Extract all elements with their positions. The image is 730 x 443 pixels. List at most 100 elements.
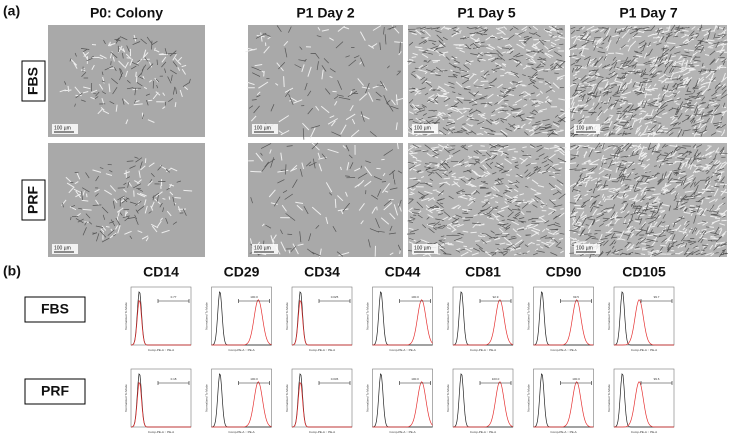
row-label: FBS xyxy=(25,67,41,95)
marker-header: CD44 xyxy=(385,264,421,280)
x-axis-label: Comp-PE-A :: PE-A xyxy=(228,430,254,434)
scale-bar-box xyxy=(574,244,600,254)
scale-bar-label: 100 µm xyxy=(414,125,431,131)
y-axis-label: Normalized To Mode xyxy=(365,384,369,412)
gate xyxy=(640,381,673,385)
y-axis-label: Normalized To Mode xyxy=(285,384,289,412)
gate xyxy=(238,299,270,303)
cells xyxy=(569,142,728,259)
gate xyxy=(479,299,512,303)
histogram-frame xyxy=(291,286,353,346)
scale-bar-label: 100 µm xyxy=(254,125,271,131)
cells xyxy=(64,36,191,119)
row-label-box xyxy=(24,296,86,323)
scale-bar-label: 100 µm xyxy=(576,245,593,251)
y-axis-label: Normalized To Mode xyxy=(446,302,450,330)
x-axis-label: Comp-PE-A :: PE-A xyxy=(631,430,657,434)
scale-bar-box xyxy=(252,244,278,254)
histogram-frame xyxy=(372,286,433,346)
x-axis-label: Comp-PE-A :: PE-A xyxy=(148,430,174,434)
sample-histogram xyxy=(291,381,352,428)
marker-header: CD105 xyxy=(622,264,666,280)
cells xyxy=(406,143,567,257)
gate xyxy=(640,299,673,303)
scale-bar-box xyxy=(52,244,78,254)
x-axis-label: Comp-PE-A :: PE-A xyxy=(470,348,496,352)
y-axis-label: Normalized To Mode xyxy=(124,384,128,412)
sample-histogram xyxy=(533,381,594,428)
scale-bar-label: 100 µm xyxy=(576,125,593,131)
scale-bar-label: 100 µm xyxy=(54,125,71,131)
marker-header: CD29 xyxy=(224,264,260,280)
cells xyxy=(569,24,728,138)
sample-histogram xyxy=(614,381,674,428)
gate xyxy=(157,381,190,385)
sample-histogram xyxy=(453,299,514,346)
x-axis-label: Comp-PE-A :: PE-A xyxy=(470,430,496,434)
x-axis-label: Comp-PE-A :: PE-A xyxy=(148,348,174,352)
gate-value: 100.0 xyxy=(250,377,258,381)
gate xyxy=(399,381,431,385)
gate xyxy=(318,299,351,303)
sample-histogram xyxy=(614,299,674,346)
histogram-frame xyxy=(452,286,514,346)
gate xyxy=(238,381,270,385)
sample-histogram xyxy=(533,299,594,346)
x-axis-label: Comp-PE-A :: PE-A xyxy=(550,348,576,352)
column-header: P0: Colony xyxy=(90,5,163,21)
scale-bar-box xyxy=(574,124,600,134)
gate-value: 99.7 xyxy=(654,295,660,299)
gate-value: 100.0 xyxy=(250,295,258,299)
scale-bar-box xyxy=(412,244,438,254)
gate xyxy=(479,381,512,385)
gate-value: 100.0 xyxy=(492,377,500,381)
gate-value: 92.9 xyxy=(493,295,499,299)
scale-bar-box xyxy=(412,124,438,134)
histogram-frame xyxy=(613,368,675,428)
marker-header: CD90 xyxy=(546,264,582,280)
sample-histogram xyxy=(130,381,191,428)
scale-bar-label: 100 µm xyxy=(254,245,271,251)
x-axis-label: Comp-PE-A :: PE-A xyxy=(389,348,415,352)
scale-bar-label: 100 µm xyxy=(54,245,71,251)
x-axis-label: Comp-PE-A :: PE-A xyxy=(389,430,415,434)
gate xyxy=(157,299,190,303)
histogram-frame xyxy=(130,286,192,346)
y-axis-label: Normalized To Mode xyxy=(124,302,128,330)
gate xyxy=(560,381,592,385)
column-header: P1 Day 2 xyxy=(296,5,355,21)
micrograph xyxy=(48,25,205,137)
y-axis-label: Normalized To Mode xyxy=(204,302,208,330)
marker-header: CD34 xyxy=(304,264,340,280)
cells xyxy=(62,156,187,243)
x-axis-label: Comp-PE-A :: PE-A xyxy=(309,348,335,352)
micrograph xyxy=(248,25,403,137)
histogram-frame xyxy=(533,286,594,346)
cells xyxy=(61,158,193,242)
row-label: FBS xyxy=(41,301,69,317)
gate-value: 0.77 xyxy=(171,295,177,299)
histogram-frame xyxy=(211,286,272,346)
scale-bar-box xyxy=(52,124,78,134)
y-axis-label: Normalized To Mode xyxy=(526,302,530,330)
marker-header: CD81 xyxy=(465,264,501,280)
row-label-box xyxy=(21,179,46,221)
column-header: P1 Day 5 xyxy=(457,5,516,21)
sample-histogram xyxy=(372,381,433,428)
histogram-frame xyxy=(291,368,353,428)
gate xyxy=(318,381,351,385)
gate-value: 0.025 xyxy=(331,295,339,299)
histogram-frame xyxy=(211,368,272,428)
row-label-box xyxy=(21,60,46,102)
sample-histogram xyxy=(453,381,514,428)
histogram-frame xyxy=(613,286,675,346)
micrograph xyxy=(248,143,403,257)
sample-histogram xyxy=(211,381,272,428)
sample-histogram xyxy=(211,299,272,346)
x-axis-label: Comp-PE-A :: PE-A xyxy=(228,348,254,352)
micrograph xyxy=(48,143,205,257)
gate-value: 100.0 xyxy=(572,377,580,381)
panel-label: (b) xyxy=(3,263,21,279)
x-axis-label: Comp-PE-A :: PE-A xyxy=(309,430,335,434)
